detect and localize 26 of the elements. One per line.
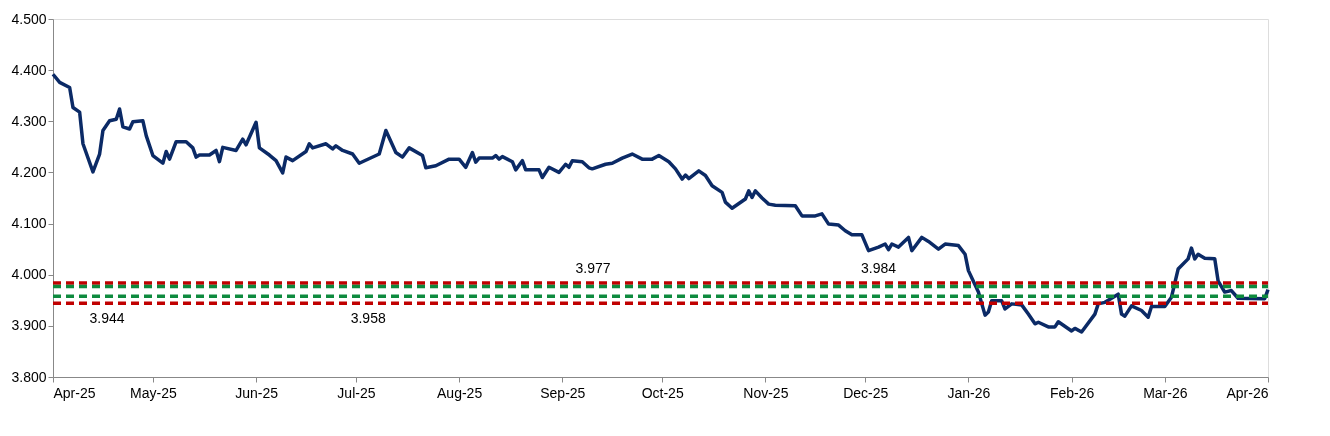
x-tick-label: Nov-25: [743, 384, 789, 401]
x-tick-label: Apr-26: [1226, 384, 1269, 401]
line-series: [51, 72, 1270, 334]
x-tick-label: Aug-25: [437, 384, 483, 401]
x-tick-label: Oct-25: [641, 384, 684, 401]
x-tick-label: Apr-25: [53, 384, 96, 401]
y-tick-label: 4.200: [11, 163, 47, 180]
y-tick-label: 4.400: [11, 61, 47, 78]
x-tick-label: Jul-25: [337, 384, 376, 401]
x-tick-label: Jun-25: [235, 384, 279, 401]
ref-line-label: 3.984: [860, 259, 897, 276]
ref-line-label: 3.977: [575, 259, 611, 276]
y-tick-label: 4.300: [11, 112, 47, 129]
ref-line-label: 3.944: [89, 310, 125, 327]
x-tick-label: Jan-26: [947, 384, 991, 401]
y-tick-label: 4.100: [11, 215, 47, 232]
x-tick-label: Dec-25: [843, 384, 889, 401]
x-tick-label: May-25: [130, 384, 177, 401]
y-tick-label: 4.500: [11, 10, 47, 27]
x-tick-label: Feb-26: [1049, 384, 1095, 401]
ref-line-label: 3.958: [350, 310, 386, 327]
y-tick-label: 3.800: [11, 368, 47, 385]
y-tick-label: 3.900: [11, 317, 47, 334]
y-tick-label: 4.000: [11, 266, 47, 283]
x-tick-label: Sep-25: [540, 384, 586, 401]
x-tick-label: Mar-26: [1143, 384, 1188, 401]
